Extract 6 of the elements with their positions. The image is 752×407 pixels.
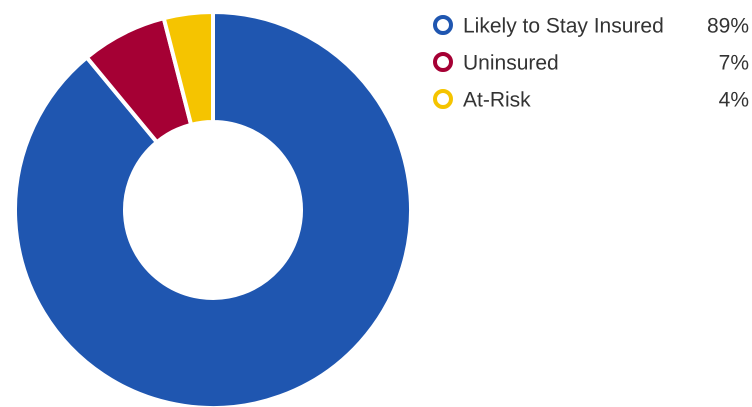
legend-label: Uninsured <box>463 51 559 74</box>
data-label: 7% <box>718 51 749 74</box>
data-label: 4% <box>718 88 749 112</box>
legend-label: Likely to Stay Insured <box>463 14 664 38</box>
data-label: 89% <box>706 14 749 38</box>
legend-label: At-Risk <box>463 88 532 112</box>
